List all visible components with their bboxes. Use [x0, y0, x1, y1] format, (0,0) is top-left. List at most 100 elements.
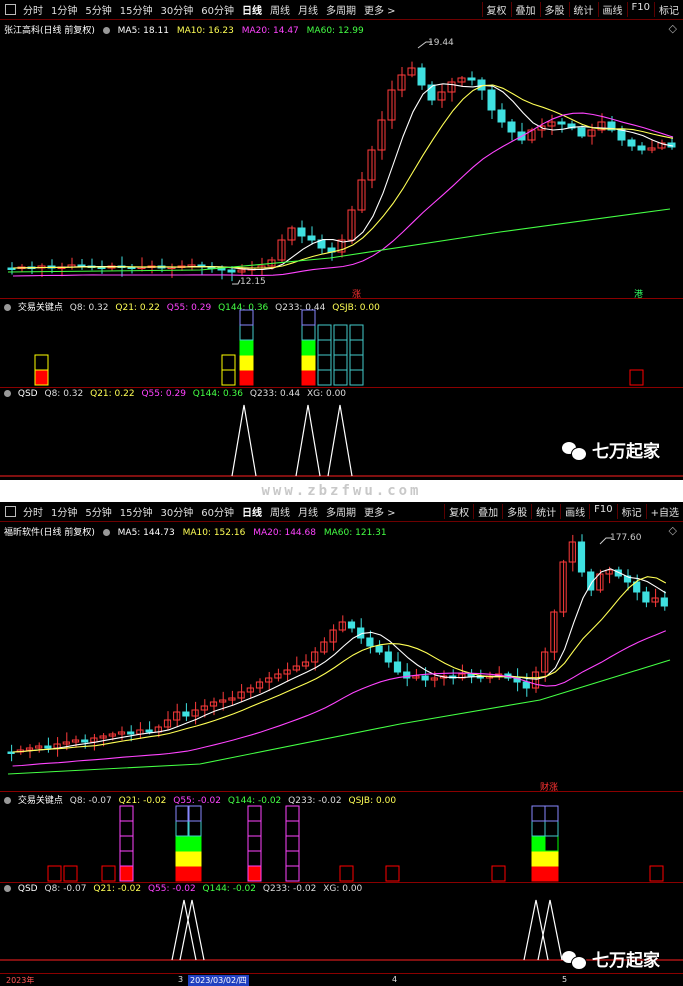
- q144-label: Q144: -0.02: [227, 796, 282, 806]
- ma5-line: [12, 568, 667, 753]
- candle-body: [255, 681, 264, 689]
- q233-label: Q233: -0.02: [262, 884, 317, 894]
- indicator1-legend: 交易关键点 Q8: -0.07 Q21: -0.02 Q55: -0.02 Q1…: [4, 793, 400, 806]
- indicator1-name[interactable]: 交易关键点: [17, 303, 63, 313]
- draw-button[interactable]: 画线: [560, 504, 589, 519]
- ma5-line: [12, 83, 674, 271]
- tab-15min[interactable]: 15分钟: [119, 508, 153, 519]
- signal-box: [317, 339, 332, 356]
- add-watchlist-button[interactable]: +自选: [645, 504, 683, 519]
- indicator2-name[interactable]: QSD: [17, 884, 38, 894]
- signal-box: [333, 369, 348, 386]
- settings-dot-icon[interactable]: [102, 529, 110, 536]
- month-label: 3: [178, 975, 184, 984]
- mark-button[interactable]: 标记: [654, 2, 683, 17]
- tab-monthly[interactable]: 月线: [297, 6, 318, 17]
- overlay-button[interactable]: 叠加: [510, 2, 540, 17]
- candle-body: [568, 541, 576, 563]
- tab-1min[interactable]: 1分钟: [51, 6, 78, 17]
- diamond-icon[interactable]: ◇: [668, 524, 677, 537]
- indicator-dot-icon[interactable]: [4, 885, 11, 892]
- adjust-button[interactable]: 复权: [481, 2, 511, 17]
- tab-60min[interactable]: 60分钟: [201, 6, 234, 17]
- window-toggle-icon[interactable]: [5, 506, 16, 517]
- tab-more[interactable]: 更多 >: [363, 6, 396, 17]
- indicator-dot-icon[interactable]: [4, 390, 11, 397]
- signal-box: [175, 835, 190, 852]
- finance-tag[interactable]: 财涨: [540, 783, 559, 793]
- candle-body: [541, 651, 549, 673]
- indicator-dot-icon[interactable]: [4, 304, 11, 311]
- candle-body: [467, 673, 475, 677]
- tab-multi-period[interactable]: 多周期: [325, 508, 356, 519]
- candle-body: [614, 569, 622, 577]
- candle-body: [531, 671, 540, 689]
- month-label: 4: [392, 975, 398, 984]
- indicator1-name[interactable]: 交易关键点: [17, 796, 63, 806]
- signal-box: [47, 865, 62, 882]
- up-tag[interactable]: 涨: [352, 290, 362, 300]
- candle-body: [108, 733, 116, 737]
- candle-body: [297, 227, 306, 237]
- adjust-button[interactable]: 复权: [444, 504, 473, 519]
- candle-body: [547, 121, 556, 127]
- chart-panel-1[interactable]: 分时 1分钟 5分钟 15分钟 30分钟 60分钟 日线 周线 月线 多周期 更…: [0, 0, 683, 480]
- tab-multi-period[interactable]: 多周期: [325, 6, 356, 17]
- signal-box: [317, 354, 332, 371]
- hk-tag[interactable]: 港: [634, 290, 644, 300]
- multi-stock-button[interactable]: 多股: [539, 2, 569, 17]
- tab-more[interactable]: 更多 >: [363, 508, 396, 519]
- site-watermark: www.zbzfwu.com: [0, 480, 683, 502]
- tab-weekly[interactable]: 周线: [269, 508, 290, 519]
- tab-5min[interactable]: 5分钟: [85, 6, 112, 17]
- f10-button[interactable]: F10: [626, 2, 654, 17]
- candle-body: [605, 569, 613, 575]
- tab-daily[interactable]: 日线: [241, 6, 262, 17]
- candle-body: [458, 673, 466, 679]
- candle-body: [227, 269, 236, 273]
- candle-body: [81, 739, 89, 743]
- tab-1min[interactable]: 1分钟: [51, 508, 78, 519]
- draw-button[interactable]: 画线: [597, 2, 627, 17]
- stock-title[interactable]: 张江高科(日线 前复权): [4, 26, 95, 36]
- tab-weekly[interactable]: 周线: [269, 6, 290, 17]
- q55-label: Q55: 0.29: [166, 303, 212, 313]
- signal-box: [175, 850, 190, 867]
- candle-body: [522, 681, 530, 689]
- tab-minute[interactable]: 分时: [23, 6, 43, 17]
- signal-box: [247, 805, 262, 822]
- stats-button[interactable]: 统计: [531, 504, 560, 519]
- ma10-line: [12, 84, 674, 269]
- tab-30min[interactable]: 30分钟: [160, 508, 194, 519]
- stock-title[interactable]: 福昕软件(日线 前复权): [4, 528, 95, 538]
- chart-panel-2[interactable]: 分时 1分钟 5分钟 15分钟 30分钟 60分钟 日线 周线 月线 多周期 更…: [0, 502, 683, 986]
- candle-body: [587, 571, 595, 591]
- diamond-icon[interactable]: ◇: [668, 22, 677, 35]
- settings-dot-icon[interactable]: [102, 27, 110, 34]
- signal-box: [544, 865, 559, 882]
- tab-daily[interactable]: 日线: [241, 508, 262, 519]
- brand-text: 七万起家: [592, 442, 660, 462]
- selected-date-label[interactable]: 2023/03/02/四: [188, 975, 249, 986]
- candle-body: [627, 139, 636, 147]
- tab-minute[interactable]: 分时: [23, 508, 43, 519]
- candle-body: [357, 179, 366, 211]
- stats-button[interactable]: 统计: [568, 2, 598, 17]
- candle-body: [301, 661, 310, 667]
- tab-5min[interactable]: 5分钟: [85, 508, 112, 519]
- overlay-button[interactable]: 叠加: [473, 504, 502, 519]
- q8-label: Q8: 0.32: [69, 303, 109, 313]
- tab-15min[interactable]: 15分钟: [119, 6, 153, 17]
- candle-body: [437, 91, 446, 101]
- multi-stock-button[interactable]: 多股: [502, 504, 531, 519]
- month-label: 5: [562, 975, 568, 984]
- indicator-dot-icon[interactable]: [4, 797, 11, 804]
- tab-30min[interactable]: 30分钟: [160, 6, 194, 17]
- f10-button[interactable]: F10: [589, 504, 616, 519]
- candle-body: [660, 597, 668, 607]
- indicator2-name[interactable]: QSD: [17, 389, 38, 399]
- tab-monthly[interactable]: 月线: [297, 508, 318, 519]
- mark-button[interactable]: 标记: [616, 504, 646, 519]
- window-toggle-icon[interactable]: [5, 4, 16, 15]
- tab-60min[interactable]: 60分钟: [201, 508, 234, 519]
